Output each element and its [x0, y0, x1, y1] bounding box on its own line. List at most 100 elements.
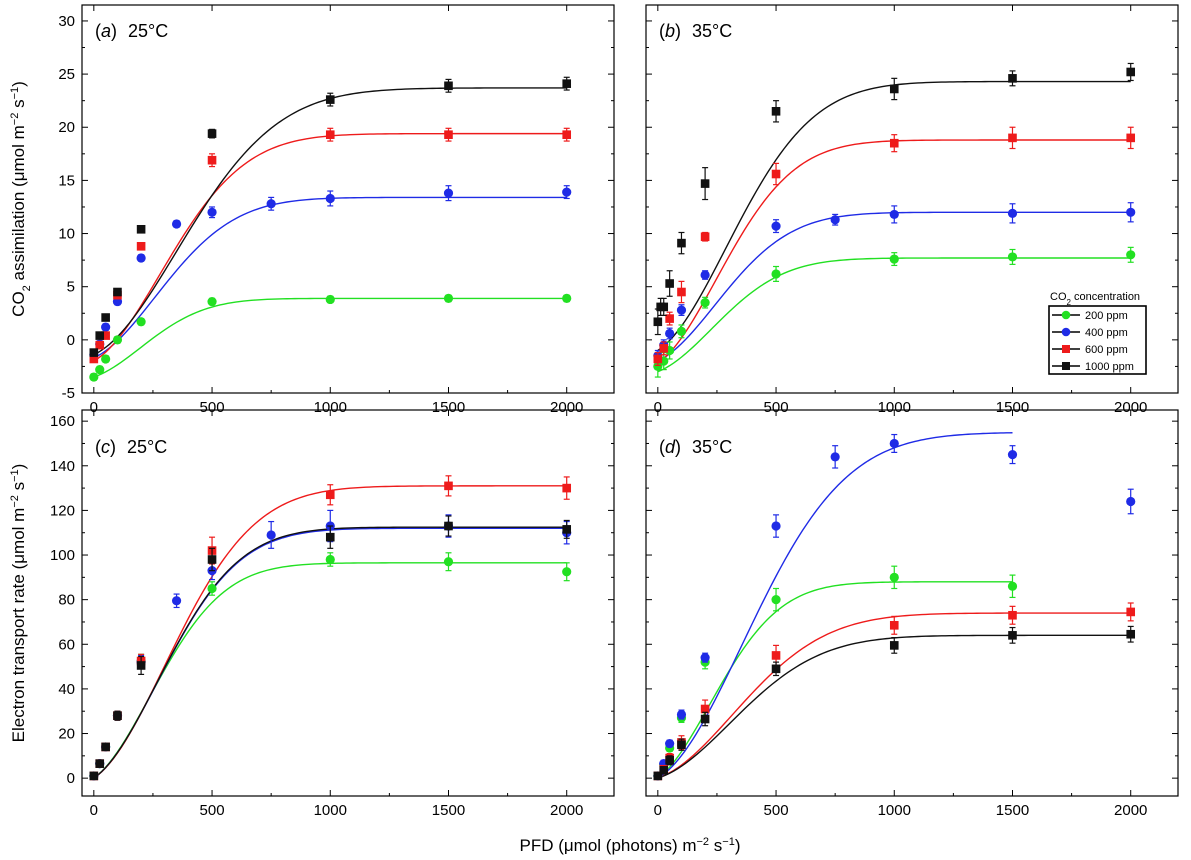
data-point: [700, 714, 710, 724]
legend-marker: [1061, 327, 1071, 337]
data-point: [89, 354, 99, 364]
shared-xlabel: PFD (μmol (photons) m−2 s−1): [520, 836, 741, 855]
data-point: [665, 314, 674, 323]
data-point: [207, 296, 217, 307]
data-point: [1008, 133, 1017, 143]
data-point: [771, 595, 781, 605]
x-tick-label: 500: [764, 399, 789, 416]
data-point: [676, 709, 687, 720]
data-point: [1126, 133, 1136, 143]
data-point: [444, 81, 453, 91]
data-point: [700, 653, 710, 663]
data-point: [171, 596, 182, 606]
data-point: [95, 331, 105, 340]
data-point: [665, 279, 674, 288]
data-point: [1007, 252, 1018, 262]
data-point: [889, 641, 899, 650]
data-point: [889, 438, 899, 449]
legend-marker: [1062, 362, 1070, 370]
panel-a: (a) 25°C 0 500 1000 1500 2000 -5 0 5 10 15 20 25 30: [58, 4, 615, 416]
data-point: [207, 555, 217, 564]
x-tick-label: 1500: [996, 399, 1029, 416]
fit-curve-400-ppm: [93, 196, 567, 359]
data-point: [771, 521, 781, 531]
data-point: [889, 572, 899, 582]
panel-a-marks: [89, 76, 572, 382]
x-tick-label: 500: [200, 399, 225, 416]
data-point: [771, 651, 781, 660]
data-point: [325, 193, 335, 204]
data-point: [659, 766, 669, 775]
data-point: [889, 209, 899, 220]
data-point: [771, 269, 781, 279]
data-point: [562, 187, 572, 197]
data-point: [653, 354, 663, 364]
x-tick-label: 0: [90, 802, 98, 819]
legend-entries: 200 ppm 400 ppm 600 ppm 1000 ppm: [1052, 310, 1134, 373]
x-tick-label: 1000: [878, 399, 911, 416]
panel-d-fits: [657, 432, 1131, 779]
data-point: [325, 554, 335, 565]
data-point: [665, 738, 675, 749]
data-point: [101, 331, 110, 340]
data-point: [101, 322, 111, 332]
data-point: [136, 224, 146, 234]
data-point: [830, 452, 840, 462]
data-point: [659, 344, 669, 353]
data-point: [325, 532, 335, 542]
data-point: [771, 107, 781, 116]
data-point: [1007, 208, 1018, 218]
fit-curve-1000-ppm: [657, 634, 1131, 779]
x-tick-label: 2000: [550, 399, 583, 416]
data-point: [101, 313, 110, 322]
data-point: [830, 215, 840, 225]
x-tick-label: 0: [654, 802, 662, 819]
data-point: [207, 129, 217, 138]
panel-d-ticks: 0 500 1000 1500 2000: [646, 410, 1178, 819]
data-point: [653, 361, 663, 372]
x-tick-label: 1000: [878, 802, 911, 819]
data-point: [700, 298, 710, 308]
data-point: [1126, 607, 1136, 617]
panel-c: (c) 25°C 0 500 1000 1500 2000 0 20 40 60 80 100 120…: [50, 409, 615, 819]
y-tick-label: 140: [50, 458, 75, 475]
x-tick-label: 1000: [314, 802, 347, 819]
data-point: [443, 557, 454, 567]
data-point: [676, 326, 687, 336]
panel-c-frame: [81, 409, 615, 797]
data-point: [1126, 629, 1136, 639]
data-point: [95, 759, 105, 768]
data-point: [562, 567, 572, 577]
fit-curve-200-ppm: [657, 581, 1013, 779]
panel-b-ticks: 0 500 1000 1500 2000: [646, 5, 1178, 416]
data-point: [101, 354, 111, 364]
legend: CO2 concentration 200 ppm 400 ppm 600 ppm 1…: [1048, 291, 1147, 375]
x-tick-label: 2000: [1114, 802, 1147, 819]
data-point: [562, 130, 572, 139]
y-tick-label: 20: [58, 119, 75, 136]
panel-c-label: (c) 25°C: [95, 437, 167, 457]
fit-curve-400-ppm: [657, 432, 1013, 779]
x-tick-label: 0: [90, 399, 98, 416]
legend-marker: [1062, 345, 1070, 353]
data-point: [562, 483, 572, 493]
data-point: [771, 221, 781, 231]
data-point: [700, 179, 710, 188]
data-point: [89, 372, 99, 382]
data-point: [207, 207, 217, 217]
data-point: [771, 169, 781, 179]
data-point: [136, 253, 146, 263]
data-point: [653, 771, 663, 781]
legend-label: 400 ppm: [1085, 327, 1128, 339]
data-point: [325, 95, 335, 104]
row2-ylabel: Electron transport rate (μmol m−2 s−1): [9, 464, 28, 743]
data-point: [113, 287, 122, 297]
panel-a-ticks: 0 500 1000 1500 2000 -5 0 5 10 15 20 25 30: [58, 5, 614, 416]
data-point: [207, 583, 217, 594]
data-point: [444, 130, 453, 139]
data-point: [700, 232, 710, 242]
y-tick-label: 15: [58, 172, 75, 189]
legend-title: CO2 concentration: [1050, 291, 1140, 307]
data-point: [700, 270, 710, 280]
